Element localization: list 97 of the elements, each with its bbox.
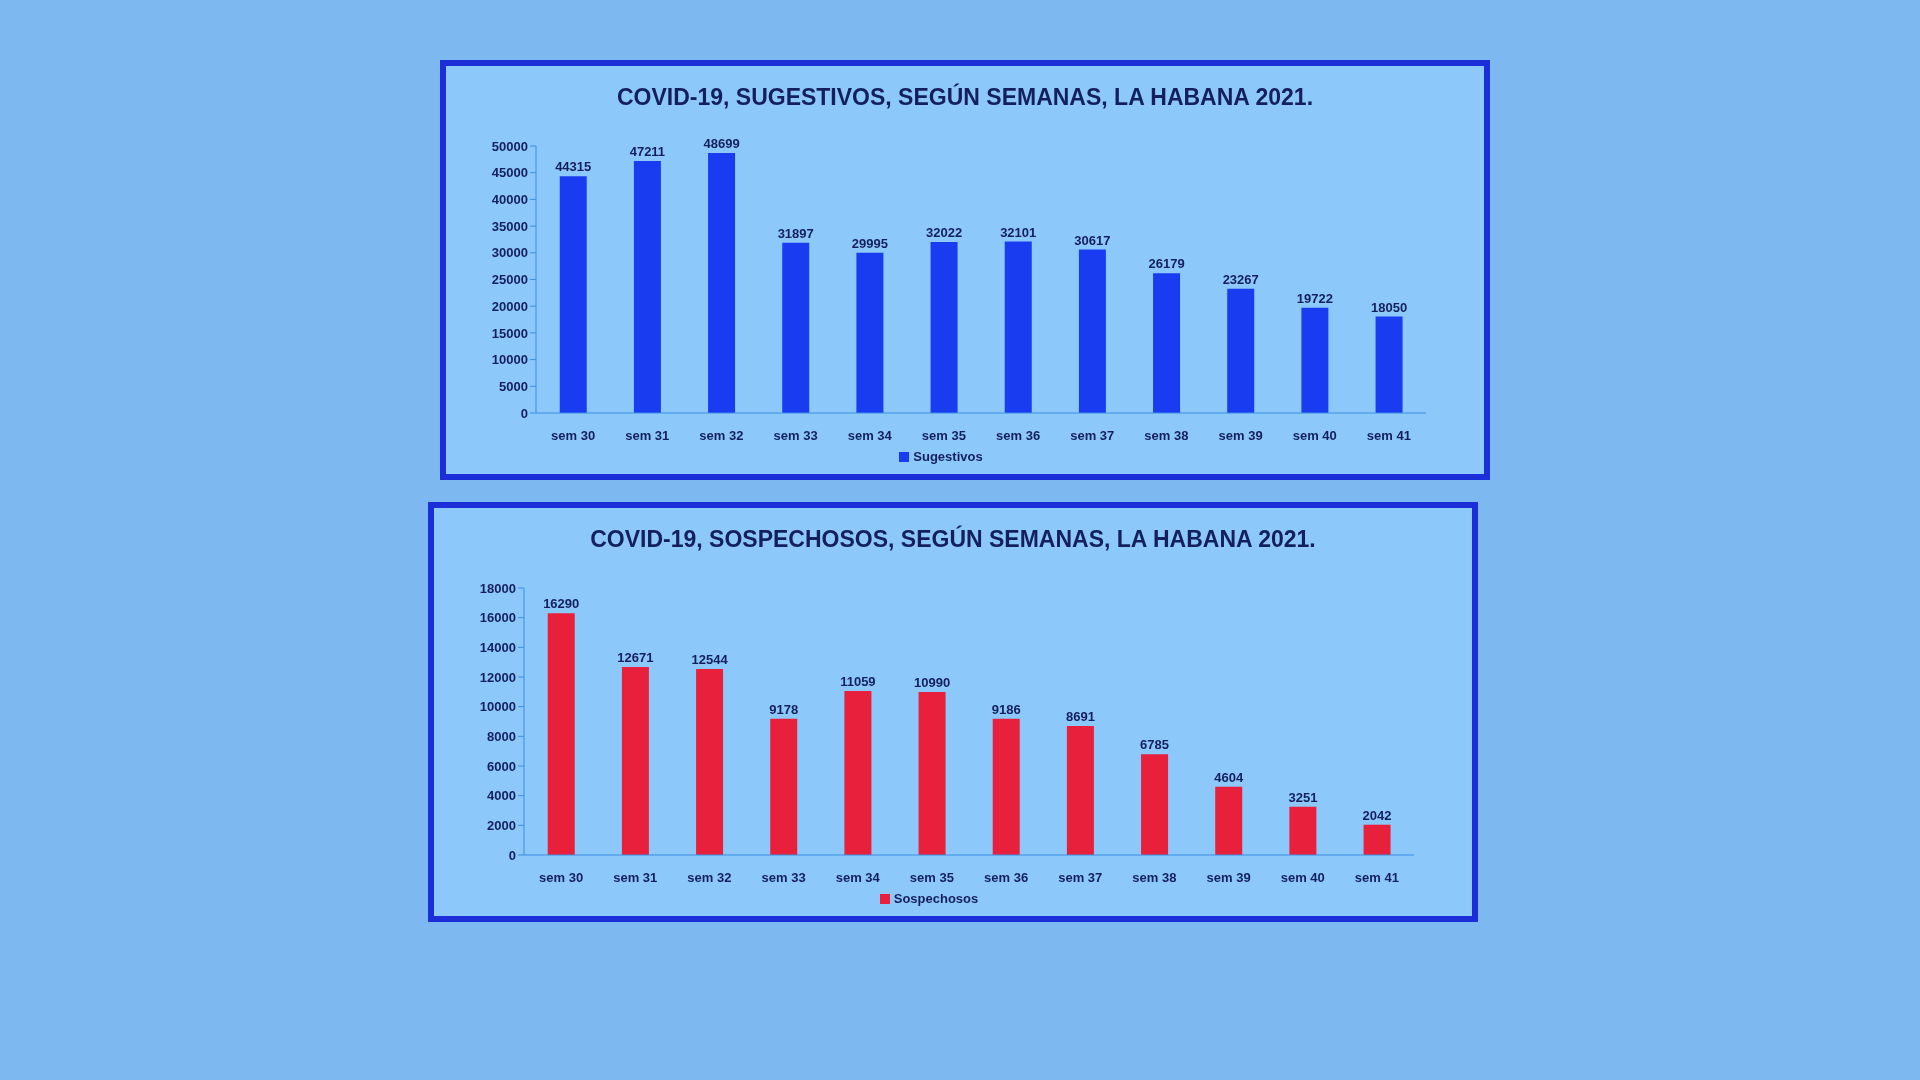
data-label: 11059 (840, 673, 876, 689)
data-label: 18050 (1370, 299, 1408, 315)
y-tick-label: 12000 (479, 669, 516, 685)
chart-title: COVID-19, SUGESTIVOS, SEGÚN SEMANAS, LA HABANA 2021. (615, 84, 1315, 111)
bar (782, 242, 810, 413)
data-label: 32022 (925, 225, 963, 240)
bar (930, 242, 958, 413)
y-tick-label: 50000 (491, 138, 528, 154)
data-label: 4604 (1214, 769, 1244, 785)
x-tick-label: sem 30 (539, 870, 584, 886)
y-tick-label: 10000 (479, 699, 516, 715)
x-tick-label: sem 31 (613, 870, 658, 886)
x-tick-label: sem 32 (699, 428, 744, 444)
y-tick-label: 15000 (491, 325, 528, 341)
data-label: 19722 (1296, 290, 1333, 306)
data-label: 12671 (617, 650, 654, 666)
x-tick-label: sem 37 (1058, 870, 1103, 886)
data-label: 29995 (851, 235, 888, 251)
y-tick-label: 2000 (487, 817, 516, 833)
y-tick-label: 10000 (491, 352, 528, 368)
bar (1301, 307, 1329, 413)
bar (844, 690, 872, 855)
data-label: 2042 (1362, 807, 1392, 823)
y-tick-label: 40000 (491, 192, 528, 208)
data-label: 10990 (913, 674, 951, 690)
y-tick-label: 4000 (487, 788, 516, 804)
y-tick-label: 18000 (479, 580, 516, 596)
x-tick-label: sem 38 (1132, 870, 1177, 886)
y-tick-label: 20000 (491, 298, 528, 314)
bar (559, 176, 587, 413)
data-label: 16290 (543, 596, 580, 612)
data-label: 8691 (1065, 709, 1095, 725)
x-tick-label: sem 38 (1144, 428, 1189, 444)
bar (918, 691, 946, 855)
chart-title: COVID-19, SOSPECHOSOS, SEGÚN SEMANAS, LA HABANA 2021. (589, 526, 1317, 553)
data-label: 12544 (691, 651, 729, 667)
data-label: 3251 (1288, 789, 1318, 805)
bar (1066, 726, 1094, 855)
y-tick-label: 6000 (487, 758, 516, 774)
x-tick-label: sem 37 (1070, 428, 1115, 444)
data-label: 9178 (769, 701, 799, 717)
y-tick-label: 0 (520, 405, 528, 421)
y-tick-label: 0 (508, 847, 516, 863)
bar (621, 667, 649, 855)
y-tick-label: 30000 (491, 245, 528, 261)
data-label: 47211 (629, 143, 666, 159)
x-tick-label: sem 33 (773, 428, 818, 444)
y-tick-label: 16000 (479, 610, 516, 626)
x-tick-label: sem 30 (551, 428, 596, 444)
y-tick-label: 25000 (491, 272, 528, 288)
data-label: 44315 (555, 159, 592, 175)
bar (708, 152, 736, 413)
x-tick-label: sem 39 (1218, 428, 1263, 444)
bar (1004, 241, 1032, 413)
y-tick-label: 5000 (499, 378, 528, 394)
bar (1375, 316, 1403, 413)
x-tick-label: sem 39 (1206, 870, 1251, 886)
y-tick-label: 8000 (487, 728, 516, 744)
bar (1078, 249, 1106, 413)
legend-label: Sospechosos (893, 891, 979, 906)
bar (1153, 273, 1181, 413)
bar (696, 668, 724, 855)
data-label: 6785 (1140, 737, 1170, 753)
legend-label: Sugestivos (913, 449, 983, 464)
x-tick-label: sem 32 (687, 870, 732, 886)
x-tick-label: sem 41 (1354, 870, 1399, 886)
y-tick-label: 14000 (479, 639, 516, 655)
data-label: 48699 (703, 135, 740, 151)
x-tick-label: sem 35 (909, 870, 954, 886)
bar (633, 160, 661, 413)
data-label: 23267 (1222, 271, 1259, 287)
data-label: 9186 (991, 701, 1021, 717)
x-tick-label: sem 31 (625, 428, 670, 444)
bar (1141, 754, 1169, 855)
bar (992, 718, 1020, 855)
x-tick-label: sem 41 (1366, 428, 1411, 444)
data-label: 26179 (1148, 256, 1185, 272)
bar (1289, 806, 1317, 855)
bar (1215, 786, 1243, 855)
y-tick-label: 35000 (491, 218, 528, 234)
x-tick-label: sem 33 (761, 870, 806, 886)
data-label: 31897 (777, 225, 814, 241)
x-tick-label: sem 36 (996, 428, 1041, 444)
bar (1363, 824, 1391, 855)
x-tick-label: sem 40 (1292, 428, 1337, 444)
bar (770, 718, 798, 855)
bar (1227, 288, 1255, 413)
x-tick-label: sem 34 (847, 428, 893, 444)
x-tick-label: sem 35 (921, 428, 966, 444)
x-tick-label: sem 40 (1280, 870, 1325, 886)
x-tick-label: sem 34 (835, 870, 881, 886)
data-label: 32101 (1000, 224, 1037, 240)
bar (547, 613, 575, 855)
x-tick-label: sem 36 (984, 870, 1029, 886)
data-label: 30617 (1074, 232, 1111, 248)
y-tick-label: 45000 (491, 165, 528, 181)
bar (856, 252, 884, 413)
